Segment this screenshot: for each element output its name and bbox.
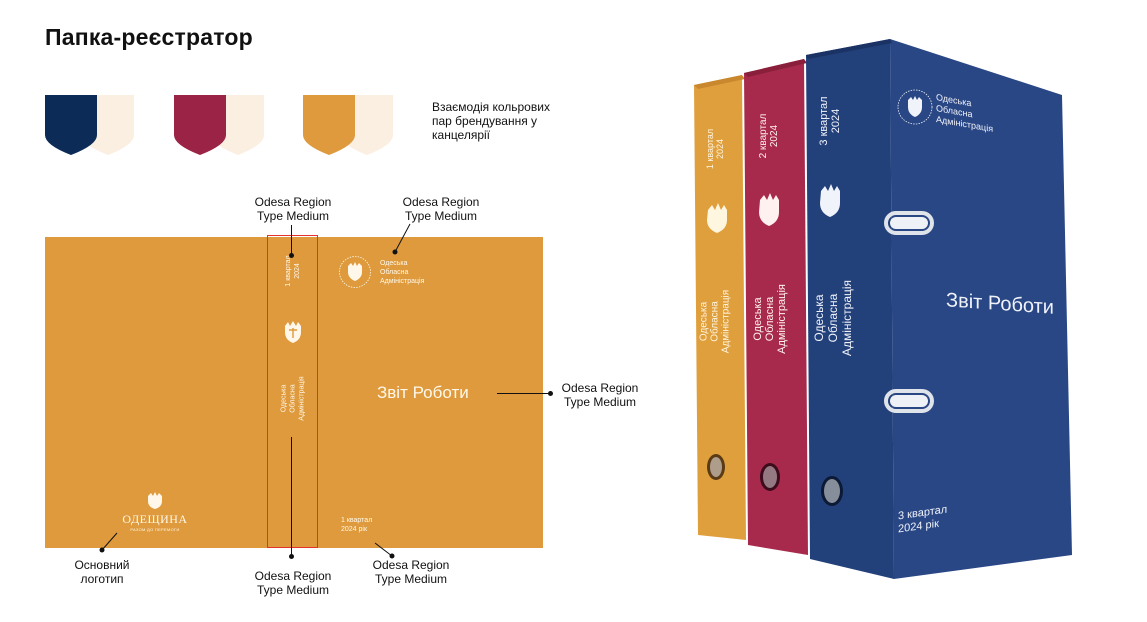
crimson-binder-spine: [744, 59, 808, 555]
navy-spine-org: Одеська Обласна Адміністрація: [812, 279, 854, 357]
leader-line: [374, 542, 395, 559]
binders-illustration: 1 квартал 2024 Одеська Обласна Адміністр…: [690, 35, 1080, 585]
metal-ring-bottom: [884, 389, 934, 413]
ring-hole: [760, 463, 780, 491]
leader-line: [291, 437, 292, 557]
ochre-spine-org: Одеська Обласна Адміністрація: [698, 289, 732, 354]
callout-spine-top: Odesa Region Type Medium: [254, 195, 332, 223]
cover-bottom-quarter: 1 квартал 2024 рік: [341, 517, 373, 533]
leader-dot: [289, 554, 294, 559]
crimson-spine-quarter: 2 квартал 2024: [758, 113, 780, 159]
leader-dot: [548, 391, 553, 396]
callout-quarter-bottom: Odesa Region Type Medium: [372, 558, 450, 586]
spine-org-text: Одеська Обласна Адміністрація: [280, 376, 306, 421]
navy-shield-swatch: [45, 95, 97, 155]
cover-layout: [45, 237, 543, 548]
cover-logo-org: Одеська Обласна Адміністрація: [380, 260, 425, 285]
round-seal-icon: [897, 89, 933, 125]
spine-quarter-text: 1 квартал 2024: [285, 255, 301, 287]
callout-logo-top: Odesa Region Type Medium: [402, 195, 480, 223]
leader-line: [291, 225, 292, 255]
callout-main-logo: Основний логотип: [74, 558, 130, 586]
spine-highlight-box: [267, 235, 318, 548]
wordmark-emblem-icon: [148, 492, 162, 509]
leader-line: [392, 223, 411, 255]
navy-binder-front: [890, 39, 1072, 579]
callout-main-title: Odesa Region Type Medium: [561, 381, 639, 409]
wordmark-subtext: РАЗОМ ДО ПЕРЕМОГИ: [130, 527, 180, 532]
binders-drawing: [694, 39, 1072, 579]
leader-line: [497, 393, 549, 394]
cover-main-title: Звіт Роботи: [377, 383, 469, 402]
ochre-shield-swatch: [303, 95, 355, 155]
navy-binder-spine: [806, 39, 894, 579]
coat-of-arms-icon: [820, 184, 840, 217]
ochre-spine-quarter: 1 квартал 2024: [705, 128, 725, 170]
crimson-shield-swatch: [174, 95, 226, 155]
wordmark-text: ОДЕЩИНА: [122, 512, 188, 526]
leader-dot: [289, 253, 294, 258]
navy-spine-quarter: 3 квартал 2024: [818, 96, 842, 146]
callout-spine-bottom: Odesa Region Type Medium: [254, 569, 332, 597]
metal-ring-top: [884, 211, 934, 235]
page-title: Папка-реєстратор: [45, 24, 253, 50]
coat-of-arms-icon: [285, 321, 301, 343]
round-seal-icon: [339, 256, 371, 288]
coat-of-arms-icon: [707, 203, 727, 233]
coat-of-arms-icon: [759, 193, 779, 226]
crimson-spine-org: Одеська Обласна Адміністрація: [752, 284, 788, 354]
swatch-note: Взаємодія кольрових пар брендування у ка…: [432, 100, 550, 142]
ochre-binder-spine: [694, 75, 746, 540]
leader-line: [99, 532, 118, 553]
